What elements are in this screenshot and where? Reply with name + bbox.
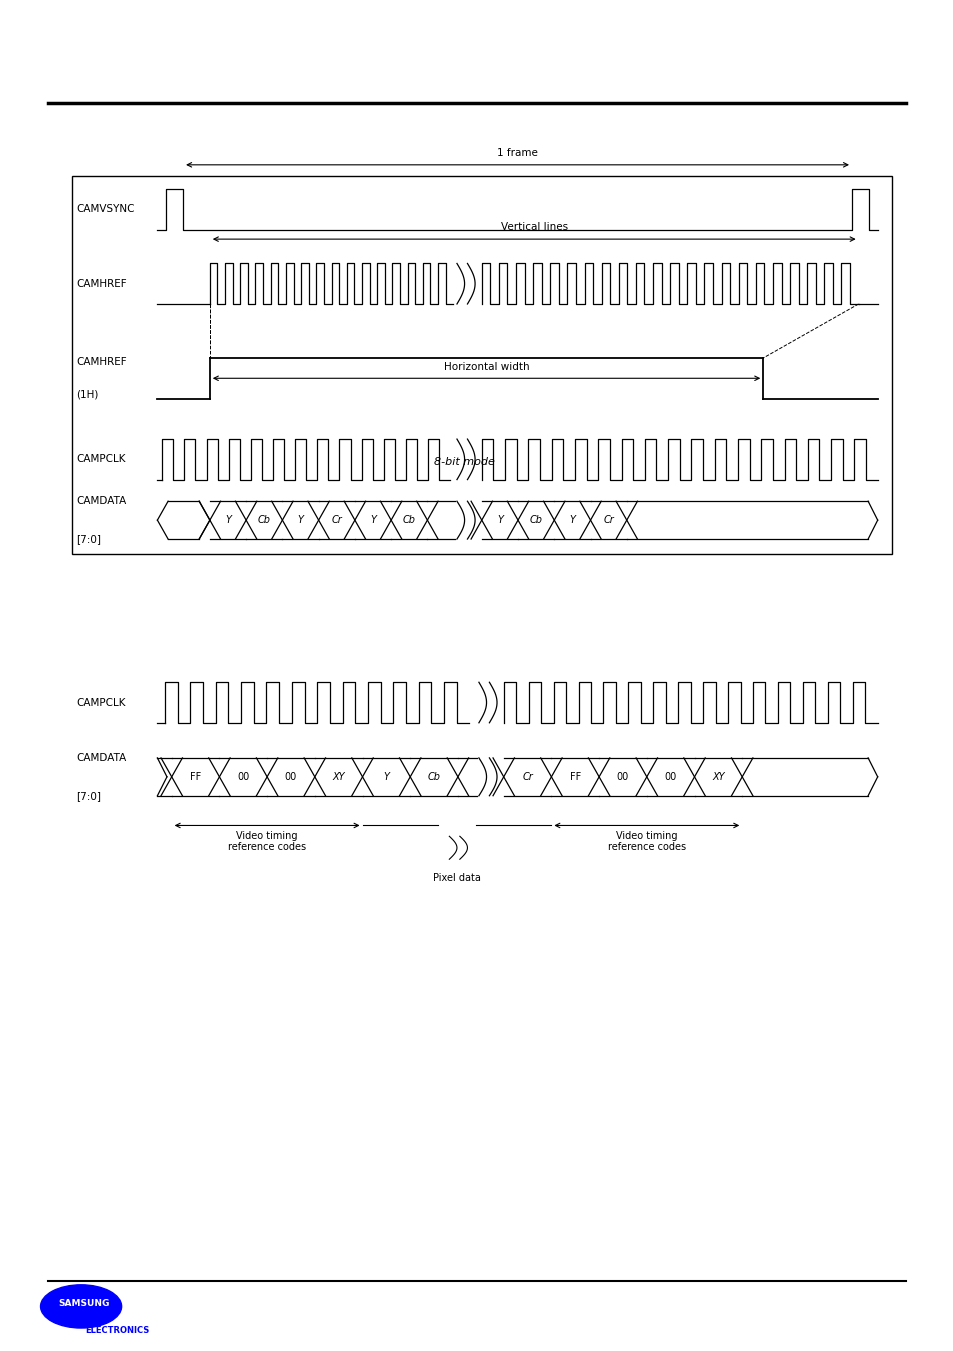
Text: CAMHREF: CAMHREF bbox=[76, 278, 127, 289]
Text: 00: 00 bbox=[285, 771, 296, 782]
Text: Cb: Cb bbox=[427, 771, 440, 782]
Text: 00: 00 bbox=[664, 771, 676, 782]
Text: Cb: Cb bbox=[529, 515, 542, 526]
Text: Video timing: Video timing bbox=[236, 831, 297, 840]
Text: CAMPCLK: CAMPCLK bbox=[76, 697, 126, 708]
Text: Y: Y bbox=[370, 515, 375, 526]
Text: CAMHREF: CAMHREF bbox=[76, 357, 127, 367]
Text: reference codes: reference codes bbox=[228, 842, 306, 851]
Text: CAMPCLK: CAMPCLK bbox=[76, 454, 126, 465]
Text: [7:0]: [7:0] bbox=[76, 790, 101, 801]
Ellipse shape bbox=[40, 1285, 122, 1328]
Text: SAMSUNG: SAMSUNG bbox=[58, 1300, 110, 1308]
Text: FF: FF bbox=[569, 771, 580, 782]
Bar bbox=[71, 176, 891, 554]
Text: Y: Y bbox=[225, 515, 231, 526]
Text: CAMDATA: CAMDATA bbox=[76, 496, 127, 507]
Text: Cb: Cb bbox=[257, 515, 271, 526]
Text: (1H): (1H) bbox=[76, 389, 98, 400]
Text: Y: Y bbox=[497, 515, 502, 526]
Text: FF: FF bbox=[190, 771, 201, 782]
Text: Cr: Cr bbox=[331, 515, 342, 526]
Text: Vertical lines: Vertical lines bbox=[500, 223, 567, 232]
Text: Pixel data: Pixel data bbox=[433, 873, 480, 882]
Text: Y: Y bbox=[569, 515, 575, 526]
Text: 8-bit mode: 8-bit mode bbox=[434, 458, 495, 467]
Text: [7:0]: [7:0] bbox=[76, 534, 101, 544]
Text: Y: Y bbox=[297, 515, 303, 526]
Text: CAMVSYNC: CAMVSYNC bbox=[76, 204, 134, 215]
Text: 00: 00 bbox=[237, 771, 249, 782]
Text: Cr: Cr bbox=[602, 515, 614, 526]
Text: Y: Y bbox=[383, 771, 389, 782]
Text: 1 frame: 1 frame bbox=[497, 149, 537, 158]
Text: 00: 00 bbox=[617, 771, 628, 782]
Text: XY: XY bbox=[332, 771, 345, 782]
Text: ELECTRONICS: ELECTRONICS bbox=[85, 1327, 150, 1335]
Text: Horizontal width: Horizontal width bbox=[443, 362, 529, 372]
Text: Cr: Cr bbox=[521, 771, 533, 782]
Text: Cb: Cb bbox=[402, 515, 416, 526]
Text: XY: XY bbox=[711, 771, 724, 782]
Text: Video timing: Video timing bbox=[616, 831, 677, 840]
Text: CAMDATA: CAMDATA bbox=[76, 753, 127, 763]
Text: reference codes: reference codes bbox=[607, 842, 685, 851]
